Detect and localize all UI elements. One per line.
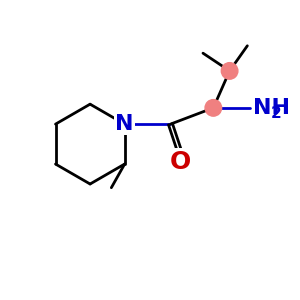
Text: N: N [116,114,134,134]
Circle shape [221,63,238,79]
Text: NH: NH [253,98,290,118]
Circle shape [205,100,222,116]
Text: O: O [170,150,191,174]
Text: 2: 2 [270,106,281,121]
